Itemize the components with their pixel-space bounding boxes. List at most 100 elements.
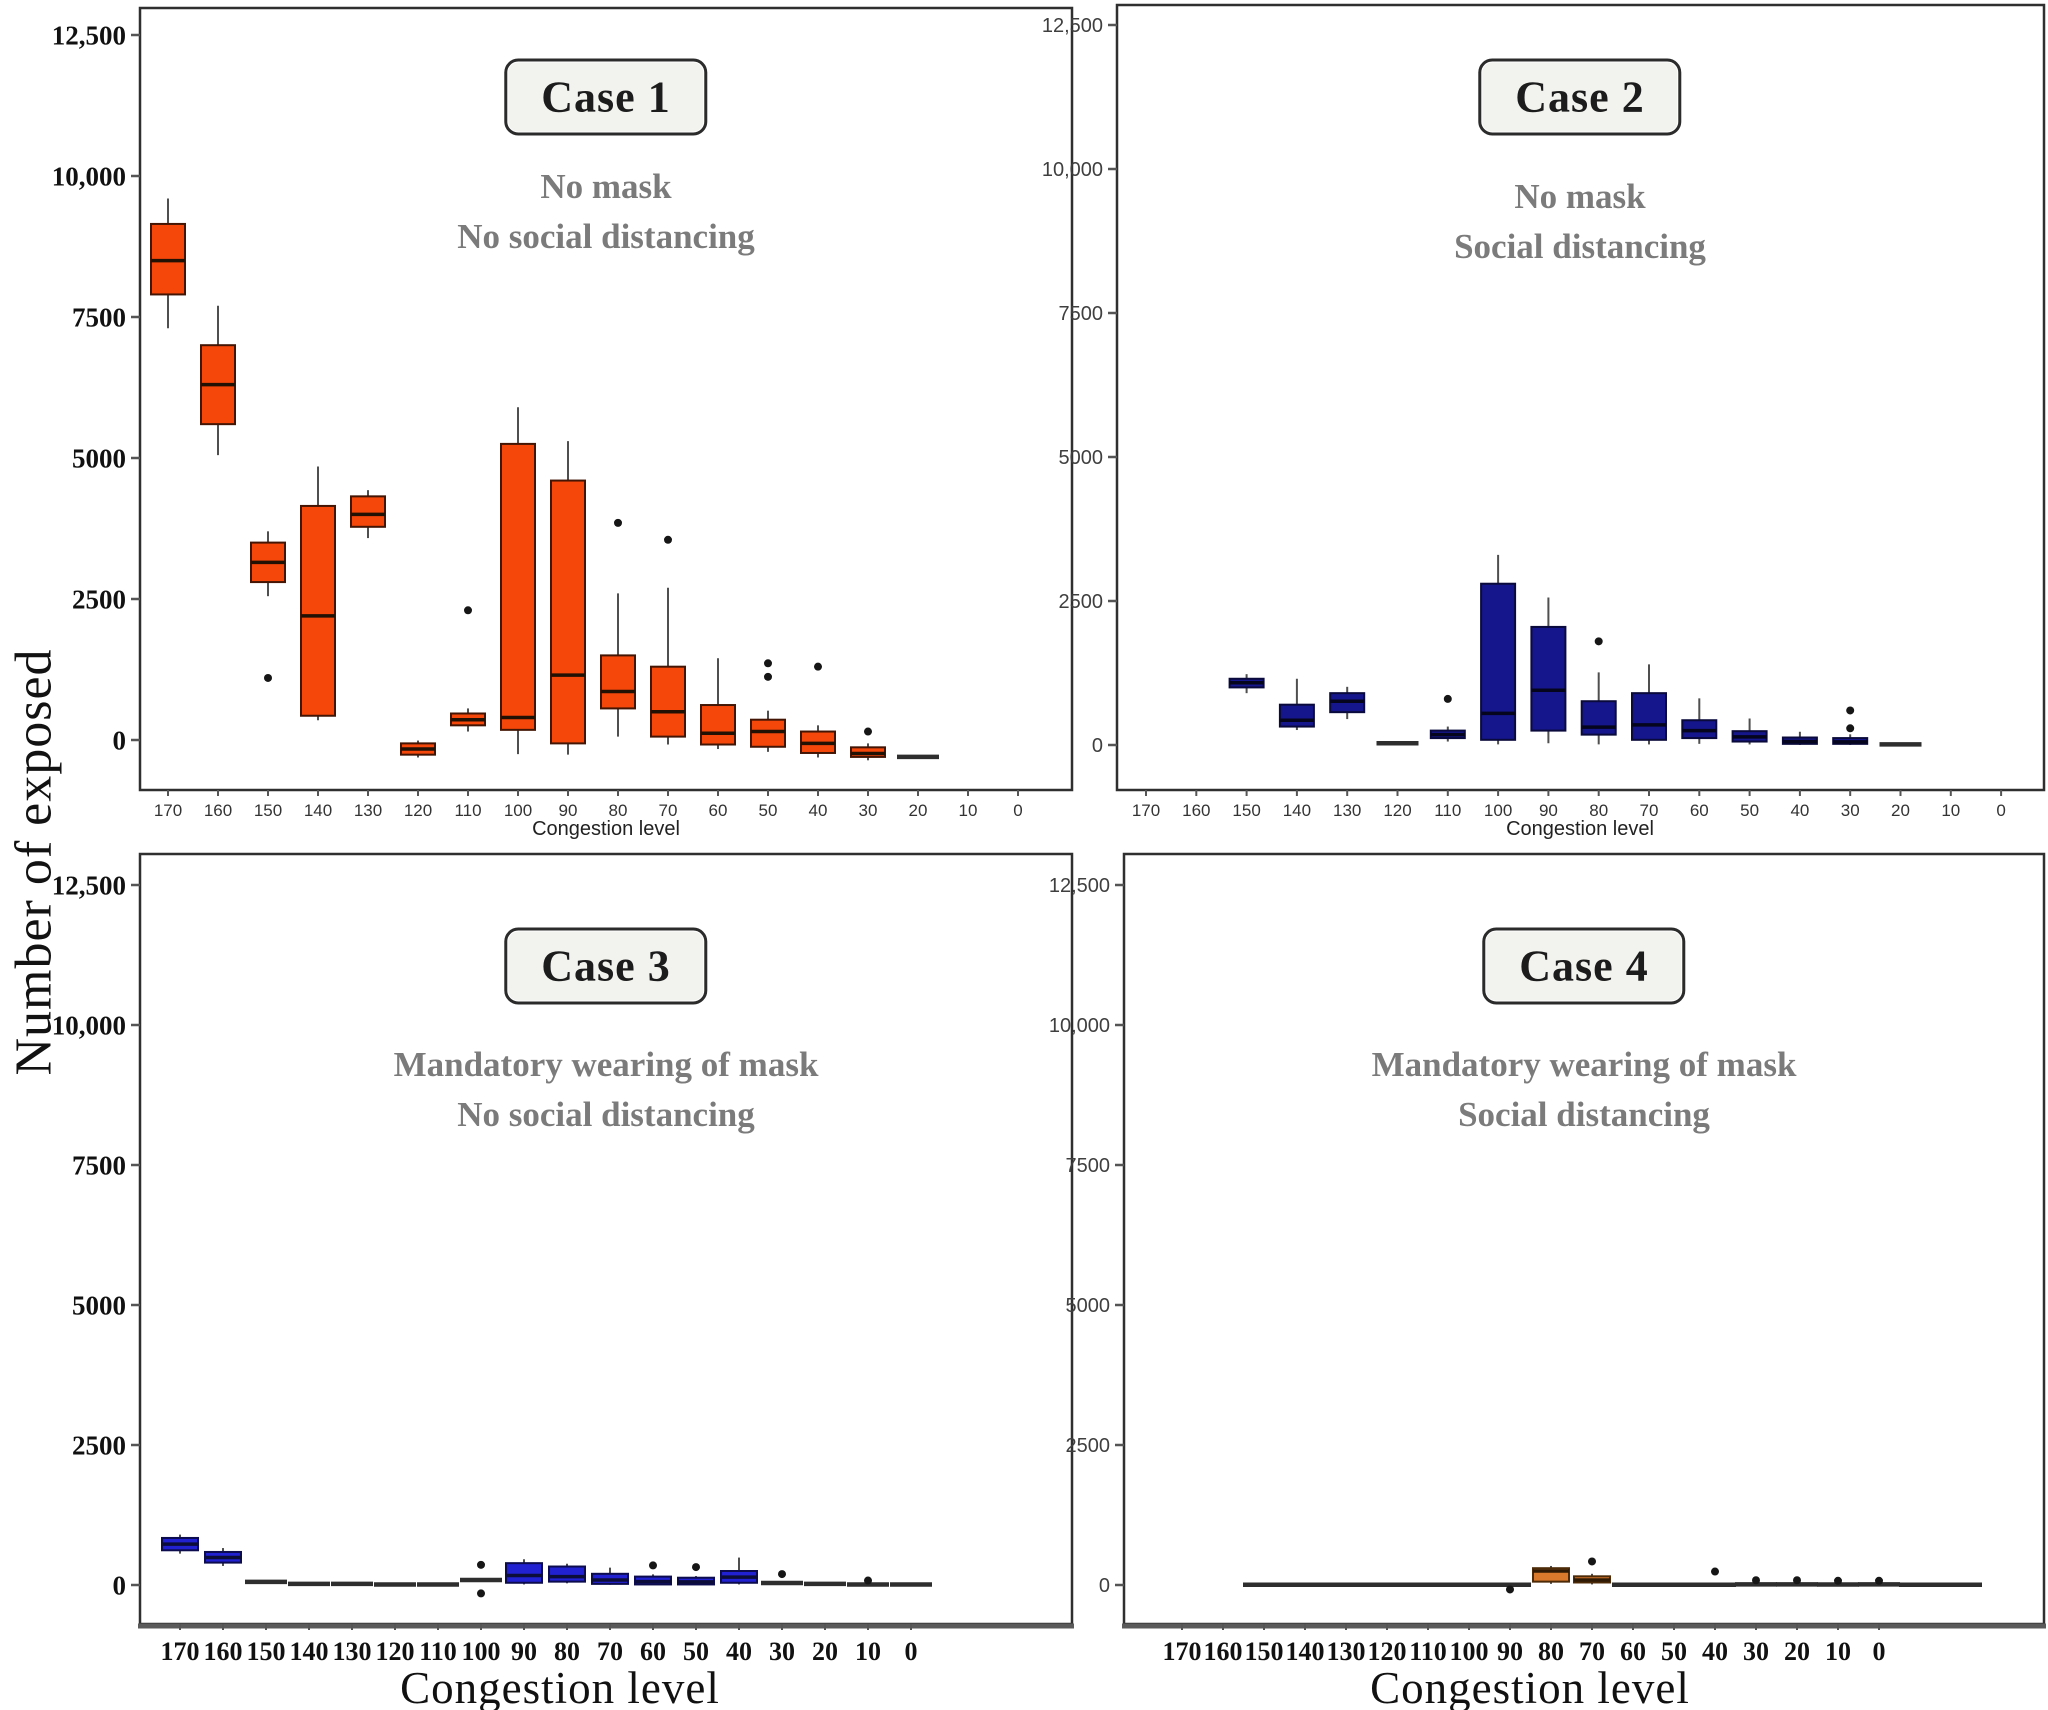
x-tick-label: 150 [1232,801,1260,820]
case3-subtitle-line2: No social distancing [457,1094,755,1134]
outlier-dot [464,606,472,615]
y-tick-label: 10,000 [52,161,126,191]
x-tick-label: 140 [304,801,332,820]
x-tick-label: 130 [1327,1637,1366,1666]
outlier-dot [1846,706,1855,715]
boxplot-box [500,442,536,731]
boxplot-box [1278,703,1315,728]
x-tick-label: 60 [640,1637,666,1666]
y-tick-label: 12,500 [52,870,126,900]
x-tick-label: 100 [1484,801,1512,820]
x-tick-label: 120 [1368,1637,1407,1666]
x-tick-label: 30 [859,801,878,820]
x-tick-label: 50 [1740,801,1759,820]
x-tick-label: 160 [1204,1637,1243,1666]
x-tick-label: 160 [1182,801,1210,820]
y-tick-label: 7500 [72,302,126,332]
x-tick-label: 20 [909,801,928,820]
case3-x-axis-title: Congestion level [400,1663,720,1710]
y-tick-label: 10,000 [52,1010,126,1040]
y-tick-label: 12,500 [1042,15,1103,37]
x-tick-label: 170 [154,801,182,820]
case3-subtitle-line1: Mandatory wearing of mask [393,1045,819,1084]
outlier-dot [864,727,872,736]
outlier-dot [764,672,772,681]
y-tick-label: 5000 [1066,1295,1111,1317]
outlier-dot [1875,1576,1883,1585]
outlier-dot [614,518,622,527]
x-tick-label: 30 [1841,801,1860,820]
x-tick-label: 40 [809,801,828,820]
y-tick-label: 10,000 [1049,1015,1110,1037]
x-tick-label: 90 [559,801,578,820]
case3-title-badge: Case 3 [504,927,708,1005]
y-tick-label: 2500 [72,584,126,614]
outlier-dot [1594,637,1603,646]
boxplot-box [1530,625,1567,732]
x-tick-label: 130 [354,801,382,820]
x-tick-label: 130 [333,1637,372,1666]
x-tick-label: 80 [609,801,628,820]
x-tick-label: 60 [1690,801,1709,820]
y-tick-label: 0 [113,725,127,755]
outlier-dot [1834,1576,1842,1585]
x-tick-label: 170 [1163,1637,1202,1666]
outlier-dot [649,1561,657,1570]
x-tick-label: 0 [1873,1637,1886,1666]
x-tick-label: 130 [1333,801,1361,820]
y-tick-label: 12,500 [52,20,126,50]
y-tick-label: 7500 [1059,303,1104,325]
x-tick-label: 100 [462,1637,501,1666]
outlier-dot [778,1570,786,1579]
x-tick-label: 60 [1620,1637,1646,1666]
outlier-dot [1711,1567,1719,1576]
x-tick-label: 140 [1286,1637,1325,1666]
x-tick-label: 100 [504,801,532,820]
outlier-dot [1588,1557,1596,1566]
case3-subtitle: Mandatory wearing of mask No social dist… [394,1040,819,1139]
case4-title: Case 4 [1519,941,1649,991]
x-tick-label: 80 [1589,801,1608,820]
x-tick-label: 10 [1825,1637,1851,1666]
x-tick-label: 70 [659,801,678,820]
x-tick-label: 50 [759,801,778,820]
x-tick-label: 170 [161,1637,200,1666]
x-tick-label: 90 [511,1637,537,1666]
case1-title: Case 1 [541,72,671,122]
x-tick-label: 140 [290,1637,329,1666]
x-tick-label: 120 [376,1637,415,1666]
x-tick-label: 150 [254,801,282,820]
x-tick-label: 90 [1497,1637,1523,1666]
x-tick-label: 20 [1784,1637,1810,1666]
outlier-dot [1793,1576,1801,1585]
case1-subtitle-line1: No mask [540,167,672,206]
y-tick-label: 0 [1092,735,1103,757]
x-tick-label: 160 [204,801,232,820]
case1-title-badge: Case 1 [504,58,708,136]
panel-case2: 0 2500 5000 7500 10,000 12,500 170 160 150 140 130… [1042,3,2046,820]
y-tick-label: 2500 [1066,1435,1111,1457]
y-tick-label: 10,000 [1042,159,1103,181]
x-tick-label: 70 [1640,801,1659,820]
outlier-dot [764,659,772,668]
outlier-dot [1846,724,1855,733]
boxplot-box [1631,692,1667,741]
x-tick-label: 40 [1790,801,1809,820]
outlier-dot [1443,694,1452,703]
x-tick-label: 0 [1996,801,2005,820]
y-tick-label: 0 [1099,1575,1110,1597]
case4-subtitle: Mandatory wearing of mask Social distanc… [1372,1040,1797,1139]
x-tick-label: 80 [554,1637,580,1666]
boxplot-box [700,704,736,746]
x-tick-label: 40 [726,1637,752,1666]
boxplot-box [550,479,586,745]
x-tick-label: 20 [812,1637,838,1666]
y-tick-label: 7500 [72,1150,126,1180]
boxplot-box [1480,582,1517,741]
case4-x-axis-title: Congestion level [1370,1663,1690,1710]
panel-case1: 0 2500 5000 7500 10,000 12,500 170 160 150 140 130… [52,6,1074,820]
x-tick-label: 10 [1941,801,1960,820]
x-tick-label: 120 [1383,801,1411,820]
